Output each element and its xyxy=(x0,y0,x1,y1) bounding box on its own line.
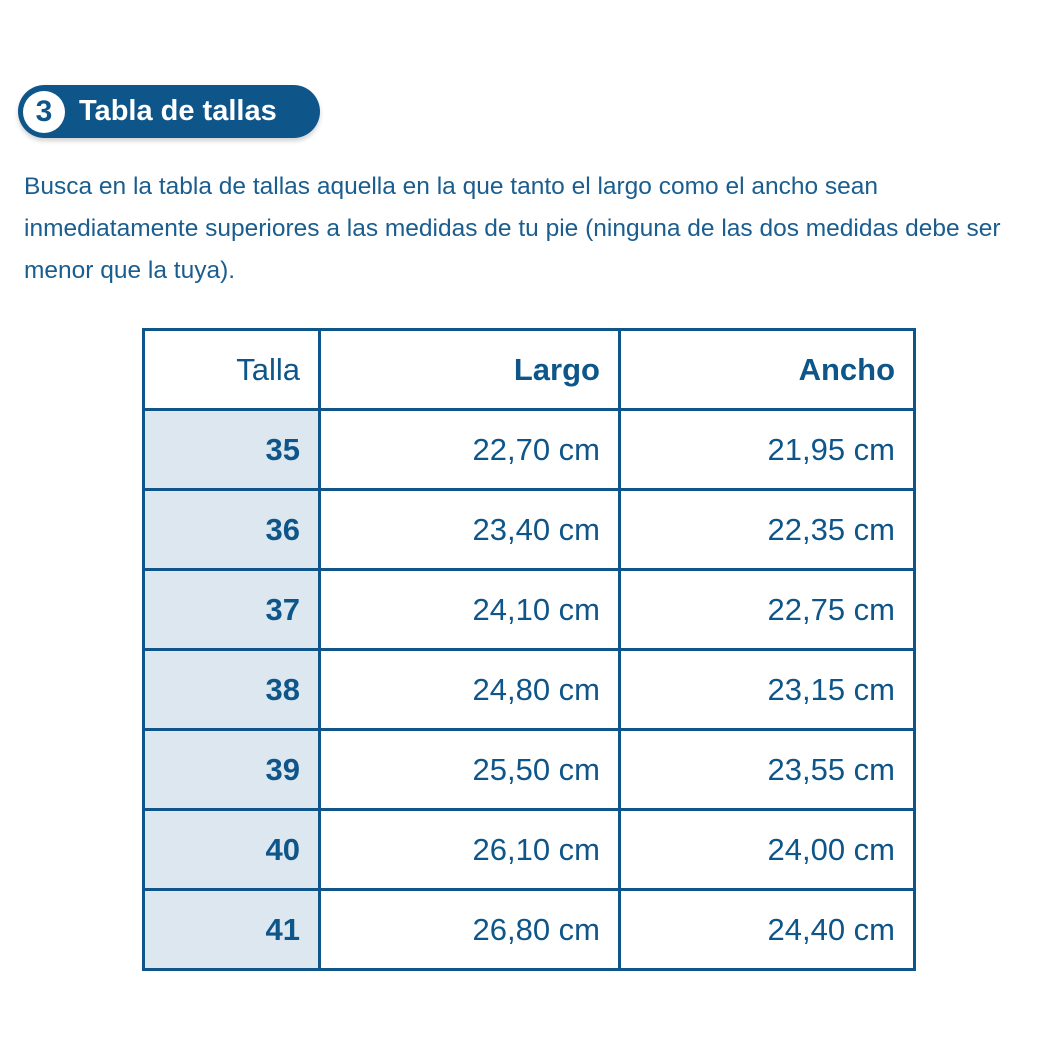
cell-largo: 26,80 cm xyxy=(318,888,621,971)
cell-largo: 24,80 cm xyxy=(318,648,621,731)
cell-size: 37 xyxy=(142,568,321,651)
header-ancho: Ancho xyxy=(618,328,916,411)
header-talla: Talla xyxy=(142,328,321,411)
header-largo: Largo xyxy=(318,328,621,411)
cell-ancho: 24,00 cm xyxy=(618,808,916,891)
table-row: 35 22,70 cm 21,95 cm xyxy=(142,408,916,491)
cell-ancho: 22,75 cm xyxy=(618,568,916,651)
cell-largo: 23,40 cm xyxy=(318,488,621,571)
section-number: 3 xyxy=(23,90,65,133)
cell-ancho: 24,40 cm xyxy=(618,888,916,971)
cell-largo: 25,50 cm xyxy=(318,728,621,811)
cell-largo: 22,70 cm xyxy=(318,408,621,491)
table-row: 41 26,80 cm 24,40 cm xyxy=(142,888,916,971)
cell-size: 40 xyxy=(142,808,321,891)
cell-size: 41 xyxy=(142,888,321,971)
section-badge: 3 Tabla de tallas xyxy=(18,85,320,138)
cell-ancho: 23,55 cm xyxy=(618,728,916,811)
cell-ancho: 22,35 cm xyxy=(618,488,916,571)
table-row: 37 24,10 cm 22,75 cm xyxy=(142,568,916,651)
table-header-row: Talla Largo Ancho xyxy=(142,328,916,411)
table-row: 40 26,10 cm 24,00 cm xyxy=(142,808,916,891)
cell-ancho: 21,95 cm xyxy=(618,408,916,491)
cell-size: 35 xyxy=(142,408,321,491)
table-row: 36 23,40 cm 22,35 cm xyxy=(142,488,916,571)
cell-size: 36 xyxy=(142,488,321,571)
cell-size: 38 xyxy=(142,648,321,731)
cell-largo: 24,10 cm xyxy=(318,568,621,651)
cell-ancho: 23,15 cm xyxy=(618,648,916,731)
table-row: 38 24,80 cm 23,15 cm xyxy=(142,648,916,731)
cell-largo: 26,10 cm xyxy=(318,808,621,891)
size-table: Talla Largo Ancho 35 22,70 cm 21,95 cm 36 23… xyxy=(142,328,916,971)
cell-size: 39 xyxy=(142,728,321,811)
section-title: Tabla de tallas xyxy=(79,95,277,127)
table-row: 39 25,50 cm 23,55 cm xyxy=(142,728,916,811)
intro-text: Busca en la tabla de tallas aquella en l… xyxy=(24,173,1001,284)
